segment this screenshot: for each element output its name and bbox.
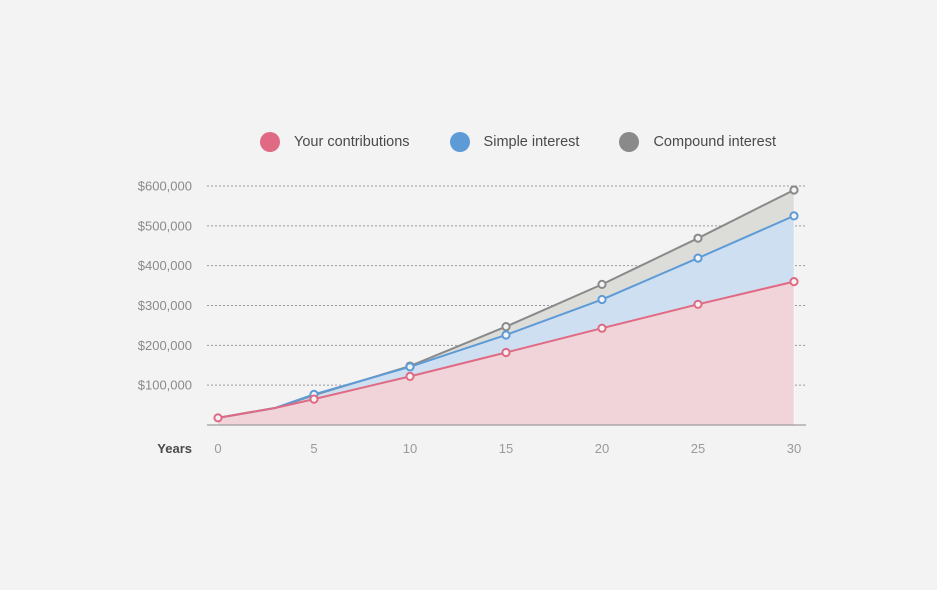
marker-your-contributions (789, 277, 799, 287)
marker-simple-interest (789, 211, 799, 221)
y-tick-label: $100,000 (138, 378, 192, 393)
series-markers (213, 185, 799, 423)
y-tick-label: $200,000 (138, 338, 192, 353)
x-tick-label: 10 (403, 441, 417, 456)
marker-simple-interest (501, 330, 511, 340)
marker-your-contributions (693, 299, 703, 309)
y-tick-label: $600,000 (138, 179, 192, 194)
line-your-contributions (217, 280, 795, 419)
legend-item-simple-interest: Simple interest (449, 132, 580, 152)
y-tick-label: $500,000 (138, 218, 192, 233)
x-tick-label: 25 (691, 441, 705, 456)
marker-simple-interest (597, 294, 607, 305)
legend-label-compound-interest: Compound interest (653, 134, 776, 150)
legend-item-contributions: Your contributions (260, 132, 410, 152)
x-tick-label: 20 (595, 441, 609, 456)
marker-simple-interest (405, 362, 415, 372)
marker-compound-interest (597, 279, 607, 289)
x-tick-label: 30 (787, 441, 801, 456)
legend-item-compound-interest: Compound interest (619, 132, 776, 152)
legend: Your contributions Simple interest Compo… (260, 132, 776, 152)
marker-your-contributions (597, 323, 607, 333)
x-tick-label: 5 (310, 441, 317, 456)
x-tick-label: 15 (499, 441, 513, 456)
marker-your-contributions (405, 371, 415, 382)
marker-compound-interest (501, 322, 511, 332)
marker-your-contributions (213, 413, 223, 423)
marker-compound-interest (693, 233, 703, 243)
legend-swatch-compound-interest (619, 132, 640, 152)
y-tick-label: $300,000 (138, 298, 192, 313)
series-areas (218, 189, 794, 425)
marker-simple-interest (693, 253, 703, 263)
marker-your-contributions (501, 347, 511, 358)
legend-label-contributions: Your contributions (294, 134, 410, 150)
series-lines (217, 189, 795, 425)
axes: $100,000 $200,000 $300,000 $400,000 $500,000… (138, 179, 806, 456)
legend-swatch-contributions (260, 132, 280, 152)
x-tick-label: 0 (214, 441, 221, 456)
legend-swatch-simple-interest (449, 132, 470, 152)
marker-compound-interest (789, 185, 799, 195)
marker-your-contributions (309, 394, 319, 404)
legend-label-simple-interest: Simple interest (483, 134, 580, 150)
x-axis-label: Years (157, 441, 192, 456)
y-tick-label: $400,000 (138, 258, 192, 273)
